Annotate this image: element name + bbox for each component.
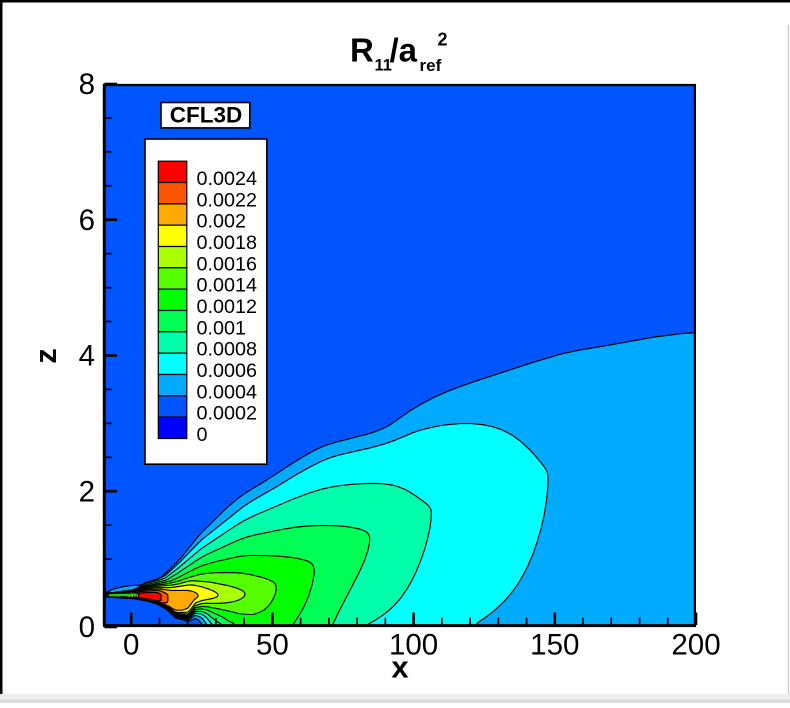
svg-text:0.0016: 0.0016 [197,253,258,275]
svg-text:0.0022: 0.0022 [197,189,258,211]
svg-text:CFL3D: CFL3D [170,103,243,128]
svg-text:0.001: 0.001 [197,317,247,339]
svg-text:0: 0 [123,629,139,662]
svg-text:0.0004: 0.0004 [197,381,258,403]
svg-text:ref: ref [420,56,442,75]
svg-text:2: 2 [438,30,448,50]
svg-text:6: 6 [79,204,95,237]
svg-text:11: 11 [375,57,392,75]
svg-text:4: 4 [79,340,95,373]
svg-text:8: 8 [79,68,95,101]
svg-text:R: R [350,32,374,69]
svg-text:x: x [391,650,409,685]
svg-text:100: 100 [389,629,438,662]
svg-text:z: z [28,348,63,364]
svg-text:0.0014: 0.0014 [197,275,258,297]
svg-text:0.0008: 0.0008 [197,339,258,361]
svg-text:0: 0 [79,611,95,644]
svg-text:/a: /a [390,32,418,69]
svg-text:150: 150 [530,629,579,662]
svg-text:50: 50 [256,629,289,662]
svg-text:0.0024: 0.0024 [197,168,258,190]
svg-text:200: 200 [671,629,720,662]
svg-text:0.0002: 0.0002 [197,403,258,425]
svg-text:2: 2 [79,475,95,508]
svg-text:0.0012: 0.0012 [197,296,258,318]
svg-text:0.0006: 0.0006 [197,360,258,382]
svg-text:0: 0 [197,424,208,446]
svg-text:0.0018: 0.0018 [197,232,258,254]
svg-text:0.002: 0.002 [197,211,247,233]
